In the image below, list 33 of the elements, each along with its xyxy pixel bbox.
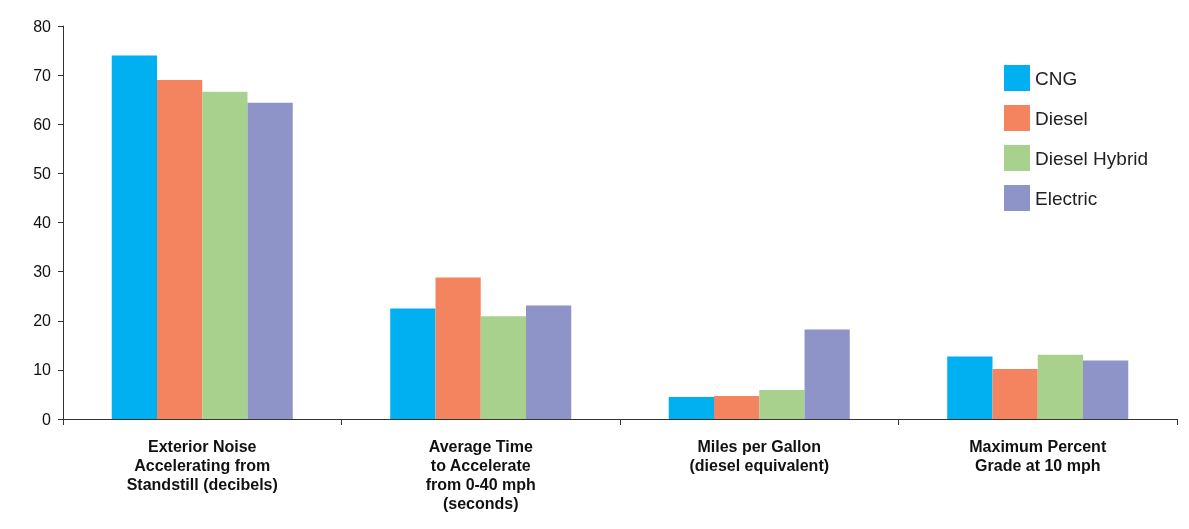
bar — [947, 356, 993, 419]
bar — [202, 91, 248, 419]
bar — [247, 102, 293, 419]
bar — [992, 368, 1038, 419]
y-tick-label: 0 — [42, 410, 52, 428]
y-tick-label: 30 — [33, 263, 52, 281]
bar — [804, 329, 850, 419]
y-tick-label: 70 — [33, 66, 52, 84]
bar — [526, 305, 572, 419]
x-tick-label: Exterior Noise Accelerating from Standstill (decibels) — [126, 438, 278, 493]
bar — [759, 390, 805, 419]
x-tick-label: Miles per Gallon (diesel equivalent) — [689, 438, 830, 474]
x-tick-label: Maximum Percent Grade at 10 mph — [969, 438, 1107, 474]
x-tick-label: Average Time to Accelerate from 0-40 mph (seconds) — [425, 438, 536, 512]
y-tick-label: 80 — [33, 17, 52, 35]
legend-label: CNG — [1035, 67, 1078, 89]
bar — [480, 316, 527, 419]
y-tick-label: 10 — [33, 361, 52, 379]
y-tick-label: 60 — [33, 115, 52, 133]
bar — [111, 55, 157, 419]
y-tick-label: 20 — [33, 312, 52, 330]
bar — [713, 395, 760, 419]
bar — [156, 80, 203, 419]
bar — [390, 308, 436, 419]
legend-label: Diesel — [1035, 107, 1088, 129]
legend-label: Electric — [1035, 187, 1098, 209]
bar — [1083, 360, 1129, 419]
bar — [435, 277, 481, 419]
bar — [1037, 354, 1084, 419]
y-tick-label: 50 — [33, 164, 52, 182]
legend-label: Diesel Hybrid — [1035, 147, 1148, 169]
bar — [668, 396, 714, 419]
y-tick-label: 40 — [33, 214, 52, 231]
